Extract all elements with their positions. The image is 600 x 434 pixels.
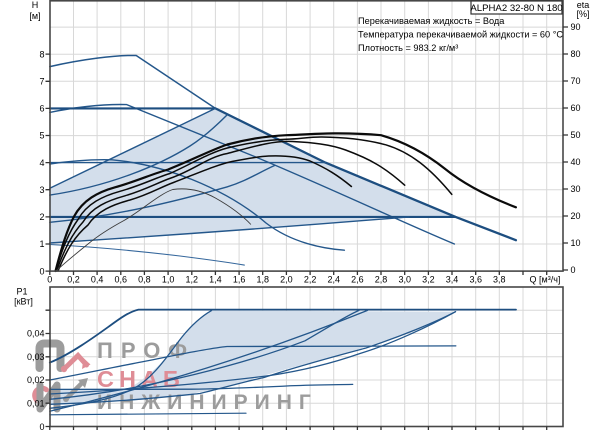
svg-text:0,8: 0,8 (138, 275, 151, 285)
svg-text:1: 1 (39, 239, 44, 249)
svg-text:90: 90 (571, 22, 581, 32)
svg-text:0,01: 0,01 (27, 398, 45, 408)
svg-text:Q [м³/ч]: Q [м³/ч] (530, 275, 561, 285)
svg-text:20: 20 (571, 211, 581, 221)
svg-text:80: 80 (571, 49, 581, 59)
svg-text:40: 40 (571, 157, 581, 167)
svg-text:1,4: 1,4 (209, 275, 222, 285)
svg-text:[м]: [м] (29, 11, 40, 21)
svg-text:7: 7 (39, 77, 44, 87)
svg-text:50: 50 (571, 130, 581, 140)
svg-text:3: 3 (39, 185, 44, 195)
svg-text:0,02: 0,02 (27, 375, 45, 385)
svg-text:70: 70 (571, 76, 581, 86)
svg-text:3,8: 3,8 (493, 275, 506, 285)
svg-text:3,6: 3,6 (469, 275, 482, 285)
svg-text:2,8: 2,8 (375, 275, 388, 285)
svg-text:Температура перекачиваемой жид: Температура перекачиваемой жидкости = 60… (358, 30, 563, 40)
svg-text:[кВт]: [кВт] (14, 297, 33, 307)
svg-text:1,0: 1,0 (162, 275, 175, 285)
svg-text:3,0: 3,0 (398, 275, 411, 285)
svg-text:P1: P1 (16, 287, 27, 297)
svg-text:1,8: 1,8 (256, 275, 269, 285)
svg-text:ПРОФ: ПРОФ (97, 338, 195, 363)
svg-text:0: 0 (39, 422, 44, 432)
svg-text:ALPHA2 32-80 N 180: ALPHA2 32-80 N 180 (470, 3, 562, 14)
svg-text:[%]: [%] (576, 9, 589, 19)
svg-text:6: 6 (39, 104, 44, 114)
svg-text:2: 2 (39, 212, 44, 222)
svg-text:0,04: 0,04 (27, 329, 45, 339)
svg-text:2,0: 2,0 (280, 275, 293, 285)
svg-text:4: 4 (39, 158, 44, 168)
svg-text:eta: eta (577, 0, 590, 10)
svg-text:30: 30 (571, 184, 581, 194)
svg-text:10: 10 (571, 238, 581, 248)
svg-text:2,4: 2,4 (327, 275, 340, 285)
svg-text:0,6: 0,6 (115, 275, 128, 285)
svg-text:Плотность = 983.2 кг/м³: Плотность = 983.2 кг/м³ (358, 43, 458, 53)
svg-text:0: 0 (571, 265, 576, 275)
svg-text:60: 60 (571, 103, 581, 113)
svg-text:3,4: 3,4 (446, 275, 459, 285)
svg-text:1,6: 1,6 (233, 275, 246, 285)
svg-text:5: 5 (39, 131, 44, 141)
svg-text:2,6: 2,6 (351, 275, 364, 285)
svg-text:2,2: 2,2 (304, 275, 317, 285)
svg-text:ИНЖИНИРИНГ: ИНЖИНИРИНГ (97, 391, 318, 414)
svg-text:1,2: 1,2 (186, 275, 199, 285)
svg-text:0,2: 0,2 (67, 275, 80, 285)
svg-text:H: H (32, 0, 39, 10)
svg-text:0: 0 (39, 266, 44, 276)
svg-text:8: 8 (39, 49, 44, 59)
svg-text:0,03: 0,03 (27, 352, 45, 362)
svg-text:3,2: 3,2 (422, 275, 435, 285)
svg-text:0,4: 0,4 (91, 275, 104, 285)
svg-text:Перекачиваемая жидкость = Вода: Перекачиваемая жидкость = Вода (358, 16, 505, 26)
svg-text:0: 0 (47, 275, 52, 285)
